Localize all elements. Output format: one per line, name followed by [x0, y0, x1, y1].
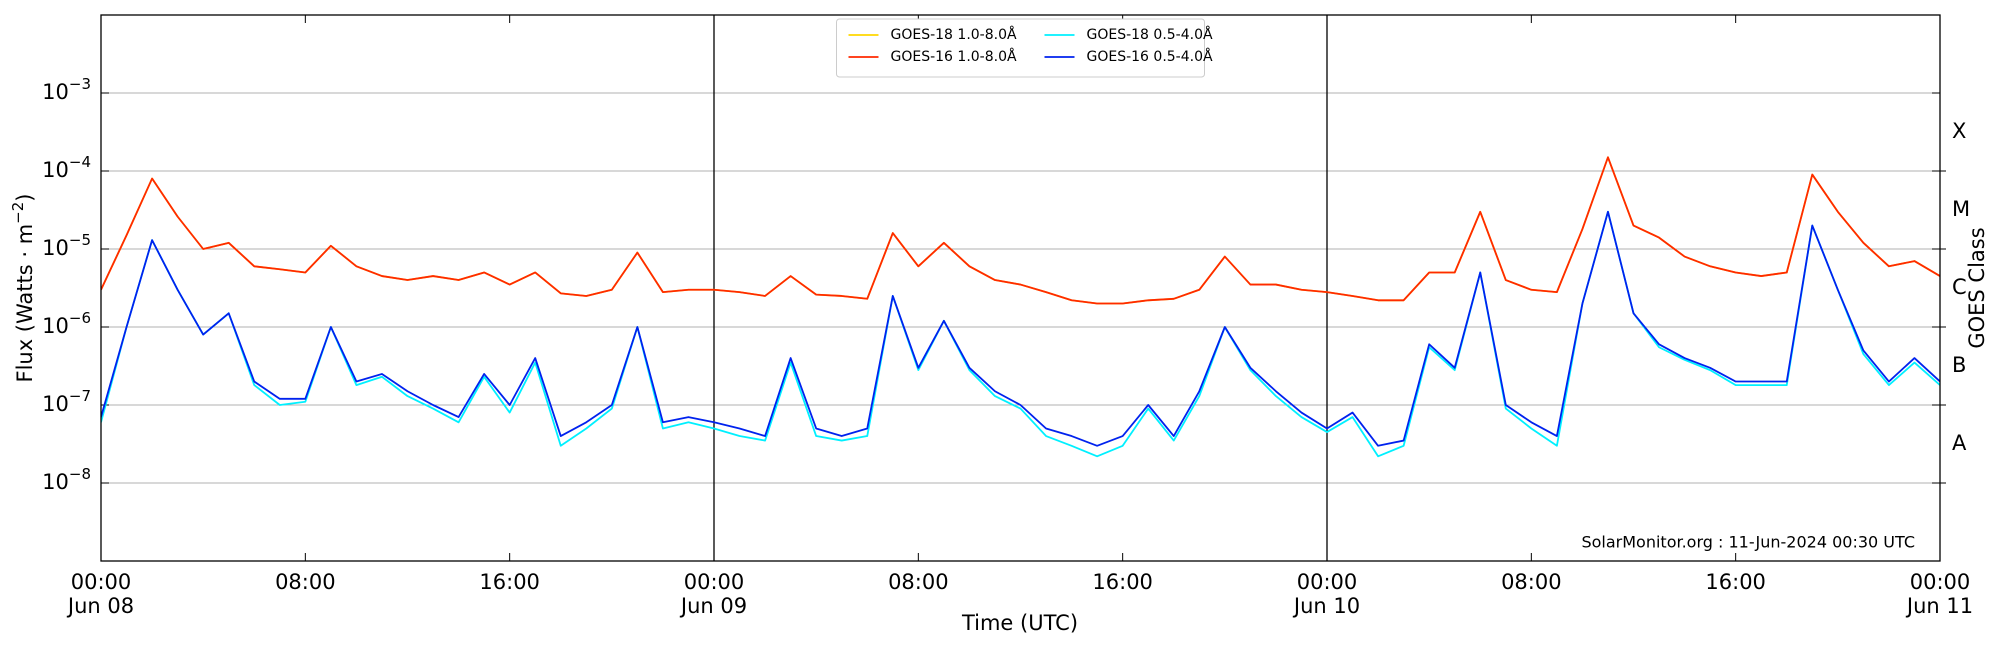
x-tick-label: Jun 11 [1905, 594, 1973, 618]
legend-label: GOES-18 1.0-8.0Å [891, 26, 1017, 43]
x-tick-label: 16:00 [1705, 570, 1766, 594]
annotation: SolarMonitor.org : 11-Jun-2024 00:30 UTC [1581, 533, 1915, 552]
y-tick-exponent: −5 [69, 231, 91, 249]
y-tick-exponent: −4 [69, 153, 91, 171]
y2-tick-label: B [1952, 353, 1966, 377]
y-tick-base: 10 [42, 314, 69, 338]
x-tick-label: 08:00 [1501, 570, 1562, 594]
y2-tick-label: M [1952, 197, 1970, 221]
y-tick-base: 10 [42, 236, 69, 260]
y2-tick-label: C [1952, 275, 1967, 299]
y-tick-base: 10 [42, 80, 69, 104]
x-tick-label: 00:00 [684, 570, 745, 594]
x-tick-label: 16:00 [479, 570, 540, 594]
plot-frame [100, 14, 1941, 562]
y-tick-base: 10 [42, 158, 69, 182]
x-tick-label: 08:00 [275, 570, 336, 594]
series-line [101, 156, 1940, 305]
x-tick-label: 08:00 [888, 570, 949, 594]
legend-box [836, 18, 1205, 78]
y-tick-base: 10 [42, 470, 69, 494]
y2-tick-label: A [1952, 431, 1967, 455]
y2-axis-label: GOES Class [1965, 227, 1989, 348]
x-tick-label: Jun 10 [1292, 594, 1360, 618]
series-line [101, 210, 1940, 447]
y-axis-label: Flux (Watts · m−2) [9, 193, 38, 382]
y-tick-label: 10−3 [42, 75, 91, 105]
y-tick-exponent: −6 [69, 309, 91, 327]
y2-tick-label: X [1952, 119, 1966, 143]
x-tick-label: 00:00 [1297, 570, 1358, 594]
x-tick-label: 16:00 [1092, 570, 1153, 594]
legend-label: GOES-16 1.0-8.0Å [891, 48, 1017, 65]
y-tick-exponent: −7 [69, 387, 91, 405]
x-axis-label: Time (UTC) [961, 611, 1078, 635]
legend-label: GOES-18 0.5-4.0Å [1087, 26, 1213, 43]
y-axis-label-suffix: ) [13, 193, 37, 201]
y-axis-label-exponent: −2 [9, 202, 27, 224]
y-tick-label: 10−7 [42, 387, 91, 417]
y-tick-exponent: −3 [69, 75, 91, 93]
x-tick-label: 00:00 [1910, 570, 1971, 594]
y-tick-label: 10−8 [42, 465, 91, 495]
y-tick-label: 10−6 [42, 309, 91, 339]
legend-label: GOES-16 0.5-4.0Å [1087, 48, 1213, 65]
y-tick-exponent: −8 [69, 465, 91, 483]
y-axis-label-text: Flux (Watts · m [13, 224, 37, 383]
y-tick-label: 10−4 [42, 153, 91, 183]
series-line [101, 156, 1940, 305]
y-tick-base: 10 [42, 392, 69, 416]
x-tick-label: Jun 09 [679, 594, 747, 618]
series-line [101, 210, 1940, 458]
x-tick-label: Jun 08 [66, 594, 134, 618]
x-tick-label: 00:00 [71, 570, 132, 594]
y-tick-label: 10−5 [42, 231, 91, 261]
